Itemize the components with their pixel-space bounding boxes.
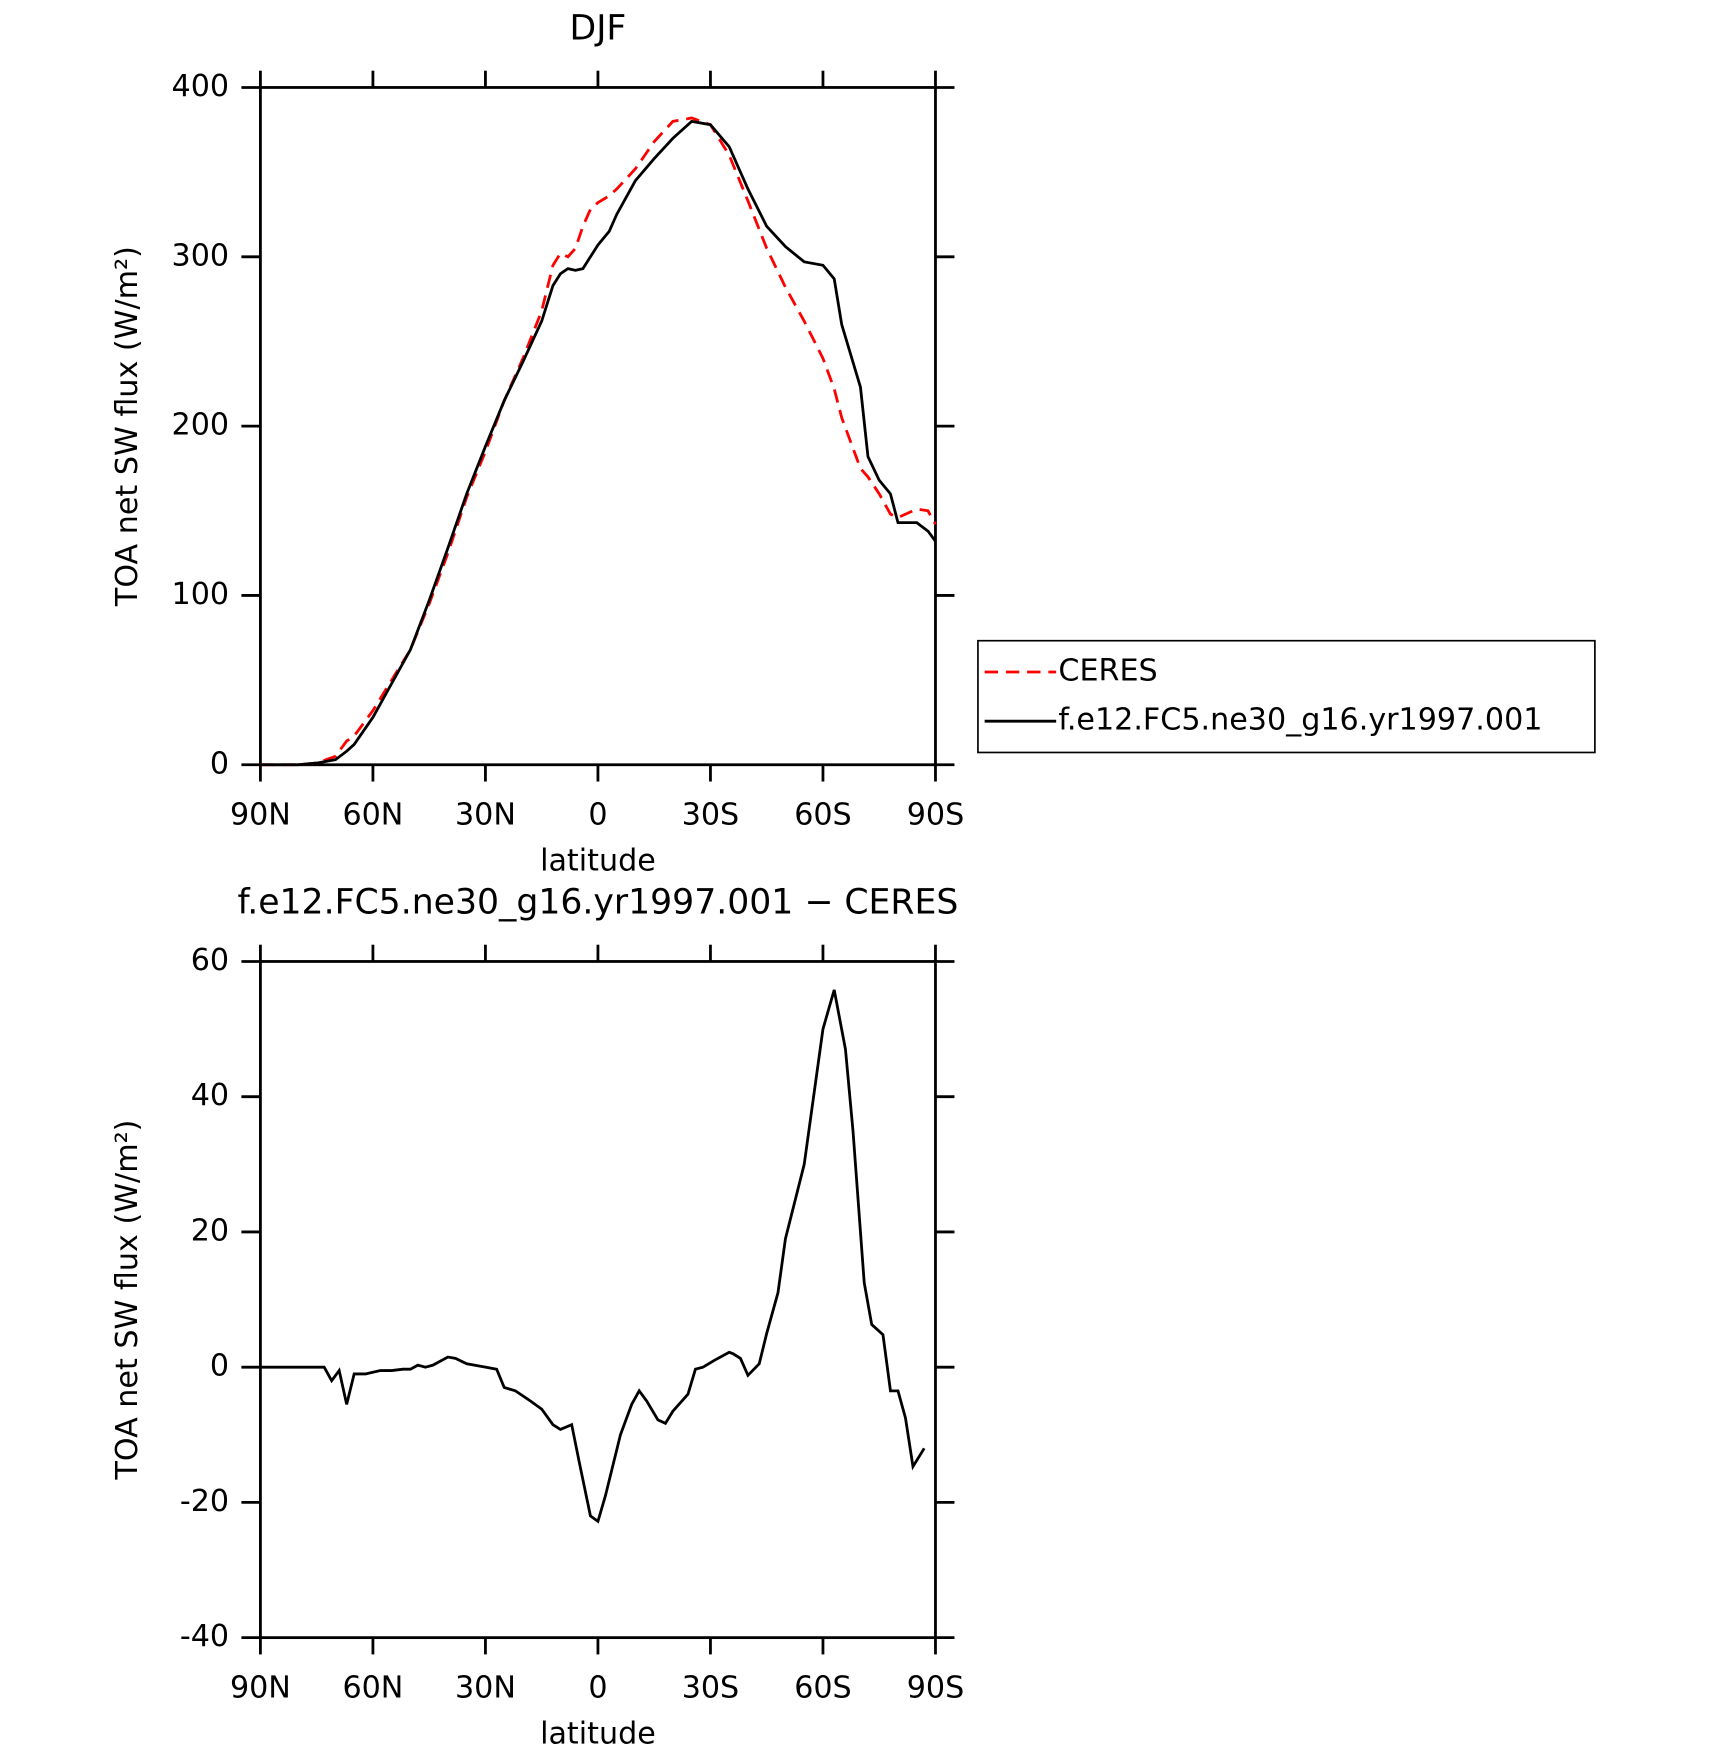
data-line [260, 989, 926, 1524]
y-axis-label: TOA net SW flux (W/m²) [110, 1120, 145, 1481]
legend-label: CERES [1058, 653, 1157, 688]
legend-frame [977, 639, 1596, 754]
y-tick-label: 0 [210, 1349, 229, 1384]
chart-title: f.e12.FC5.ne30_g16.yr1997.001 − CERES [238, 882, 959, 922]
y-tick-label: 0 [210, 746, 229, 781]
chart-title: DJF [570, 8, 627, 48]
x-axis-label: latitude [540, 1716, 656, 1751]
x-tick-label: 60N [342, 798, 403, 833]
y-tick-label: 400 [172, 69, 230, 104]
y-tick-label: 100 [172, 577, 230, 612]
y-tick-label: 40 [191, 1078, 229, 1113]
x-tick-label: 30S [682, 1671, 740, 1706]
data-line [260, 116, 937, 767]
data-line [260, 119, 937, 767]
x-tick-label: 90N [230, 798, 291, 833]
y-tick-label: 20 [191, 1213, 229, 1248]
legend-label: f.e12.FC5.ne30_g16.yr1997.001 [1058, 703, 1542, 738]
x-tick-label: 60N [342, 1671, 403, 1706]
plot-frame [259, 960, 937, 1640]
y-axis-label: TOA net SW flux (W/m²) [110, 246, 145, 607]
x-tick-label: 90S [907, 1671, 965, 1706]
y-tick-label: -40 [180, 1619, 229, 1654]
panel: DJF latitude TOA net SW flux (W/m²) 0 100 200… [110, 8, 1596, 878]
x-tick-label: 30S [682, 798, 740, 833]
x-tick-label: 60S [794, 1671, 852, 1706]
y-tick-label: 60 [191, 943, 229, 978]
x-tick-label: 30N [455, 798, 516, 833]
x-axis-label: latitude [540, 843, 656, 878]
x-tick-label: 60S [794, 798, 852, 833]
y-tick-label: 200 [172, 408, 230, 443]
x-tick-label: 90S [907, 798, 965, 833]
x-tick-label: 0 [588, 798, 607, 833]
x-tick-label: 0 [588, 1671, 607, 1706]
y-tick-label: 300 [172, 238, 230, 273]
x-tick-label: 90N [230, 1671, 291, 1706]
plot-frame [259, 86, 937, 767]
x-tick-label: 30N [455, 1671, 516, 1706]
y-tick-label: -20 [180, 1484, 229, 1519]
panel: f.e12.FC5.ne30_g16.yr1997.001 − CERES lat… [110, 882, 964, 1751]
